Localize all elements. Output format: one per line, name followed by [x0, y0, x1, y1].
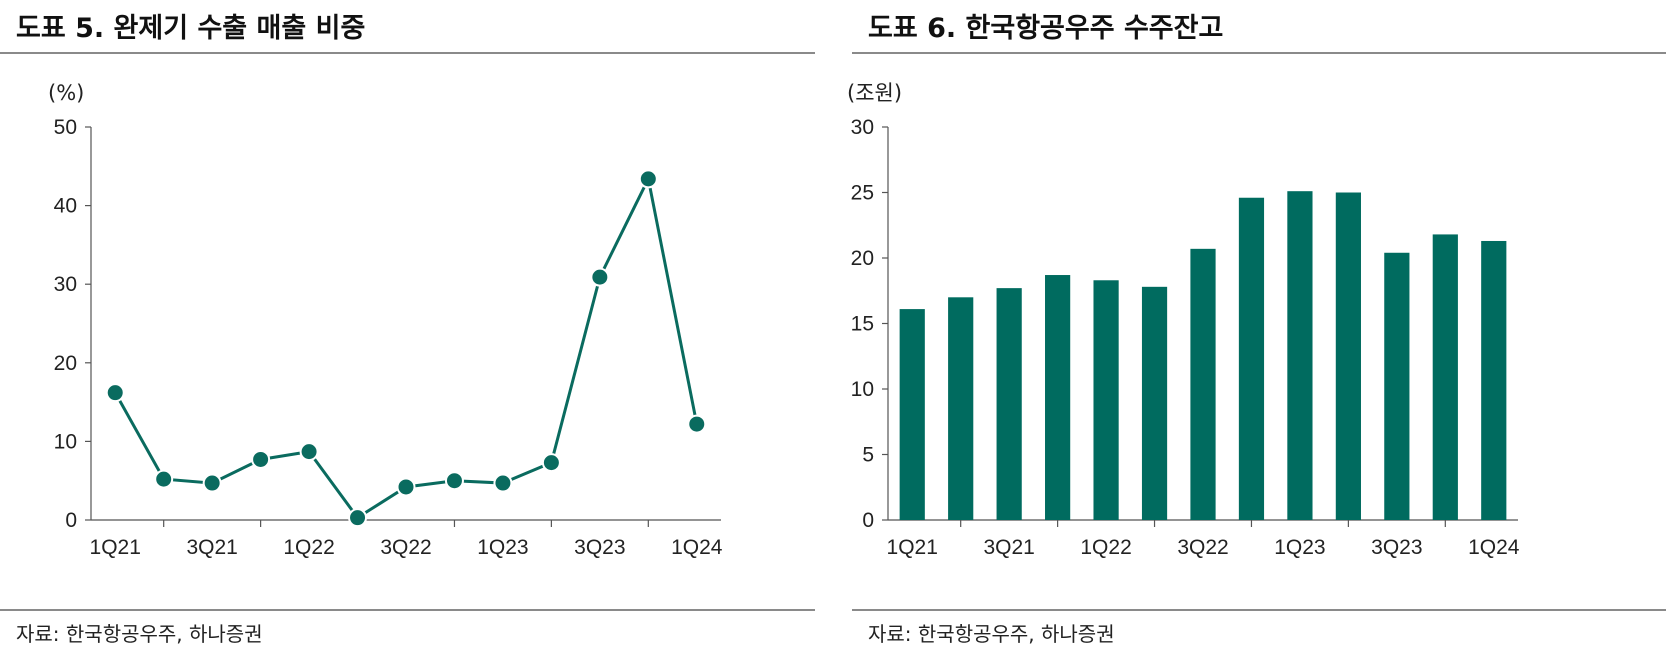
x-tick-label: 1Q22: [1080, 536, 1131, 559]
y-tick-label: 0: [862, 509, 874, 532]
x-tick-label: 3Q22: [1177, 536, 1228, 559]
data-point: [348, 508, 368, 528]
x-tick-label: 1Q22: [283, 536, 334, 559]
y-tick-label: 30: [54, 273, 77, 296]
unit-label: (조원): [847, 81, 902, 105]
y-tick-label: 50: [54, 116, 77, 139]
bar: [899, 309, 925, 520]
bar: [996, 288, 1022, 520]
data-point: [687, 414, 707, 434]
data-point: [638, 169, 658, 189]
y-tick-label: 5: [862, 444, 874, 467]
x-tick-label: 1Q24: [671, 536, 723, 559]
bar: [1335, 192, 1361, 520]
data-point: [299, 442, 319, 462]
y-tick-label: 40: [54, 195, 77, 218]
bar: [1190, 248, 1216, 520]
x-tick-label: 1Q21: [887, 536, 938, 559]
x-tick-label: 1Q23: [1274, 536, 1325, 559]
chart-title: 도표 6. 한국항공우주 수주잔고: [868, 13, 1224, 44]
bar: [1384, 252, 1410, 520]
y-tick-label: 20: [851, 247, 874, 270]
bar: [1432, 234, 1458, 521]
source-note: 자료: 한국항공우주, 하나증권: [868, 622, 1115, 646]
bar: [1045, 275, 1071, 520]
y-tick-label: 30: [851, 116, 874, 139]
x-tick-label: 3Q21: [186, 536, 237, 559]
y-tick-label: 25: [851, 182, 874, 205]
x-tick-label: 3Q21: [983, 536, 1034, 559]
x-tick-label: 3Q22: [380, 536, 431, 559]
chart-panel-order-backlog: 도표 6. 한국항공우주 수주잔고 (조원) 0 5 10 15 20 25 30 1Q21 3Q…: [847, 0, 1666, 656]
y-tick-label: 10: [54, 430, 77, 453]
series-line: [113, 174, 699, 520]
data-point: [493, 473, 513, 493]
bar: [1481, 240, 1507, 520]
bar: [948, 297, 974, 520]
data-point: [590, 267, 610, 287]
chart-panel-export-share: 도표 5. 완제기 수출 매출 비중 (%) 0 10 20 30 40 50 1Q21 3Q2…: [0, 0, 815, 656]
divider-top: [0, 52, 815, 54]
x-tick-label: 3Q23: [574, 536, 625, 559]
y-tick-label: 20: [54, 352, 77, 375]
data-point: [444, 471, 464, 491]
x-tick-label: 1Q24: [1468, 536, 1520, 559]
unit-label: (%): [48, 81, 84, 105]
x-tick-label: 1Q21: [90, 536, 141, 559]
data-point: [154, 469, 174, 489]
bar-chart: (조원) 0 5 10 15 20 25 30 1Q21 3Q21 1Q22 3Q22 1Q23 3Q23…: [847, 81, 1520, 559]
y-tick-label: 10: [851, 378, 874, 401]
data-point: [251, 449, 271, 469]
x-tick-label: 3Q23: [1371, 536, 1422, 559]
data-point: [541, 453, 561, 473]
bar: [1287, 191, 1313, 520]
bar: [1238, 197, 1265, 521]
chart-title: 도표 5. 완제기 수출 매출 비중: [16, 13, 366, 44]
divider-bottom: [0, 609, 815, 611]
x-tick-label: 1Q23: [477, 536, 528, 559]
data-point: [396, 477, 416, 497]
data-point: [202, 473, 222, 493]
y-tick-label: 0: [65, 509, 77, 532]
line-chart: (%) 0 10 20 30 40 50 1Q21 3Q21 1Q22 3Q22 1Q23 3Q23 1Q…: [48, 81, 723, 559]
source-note: 자료: 한국항공우주, 하나증권: [16, 622, 263, 646]
bar: [1141, 286, 1168, 520]
y-tick-label: 15: [851, 313, 874, 336]
data-point: [105, 383, 125, 403]
bar: [1093, 280, 1119, 520]
divider-top: [852, 52, 1666, 54]
divider-bottom: [852, 609, 1666, 611]
